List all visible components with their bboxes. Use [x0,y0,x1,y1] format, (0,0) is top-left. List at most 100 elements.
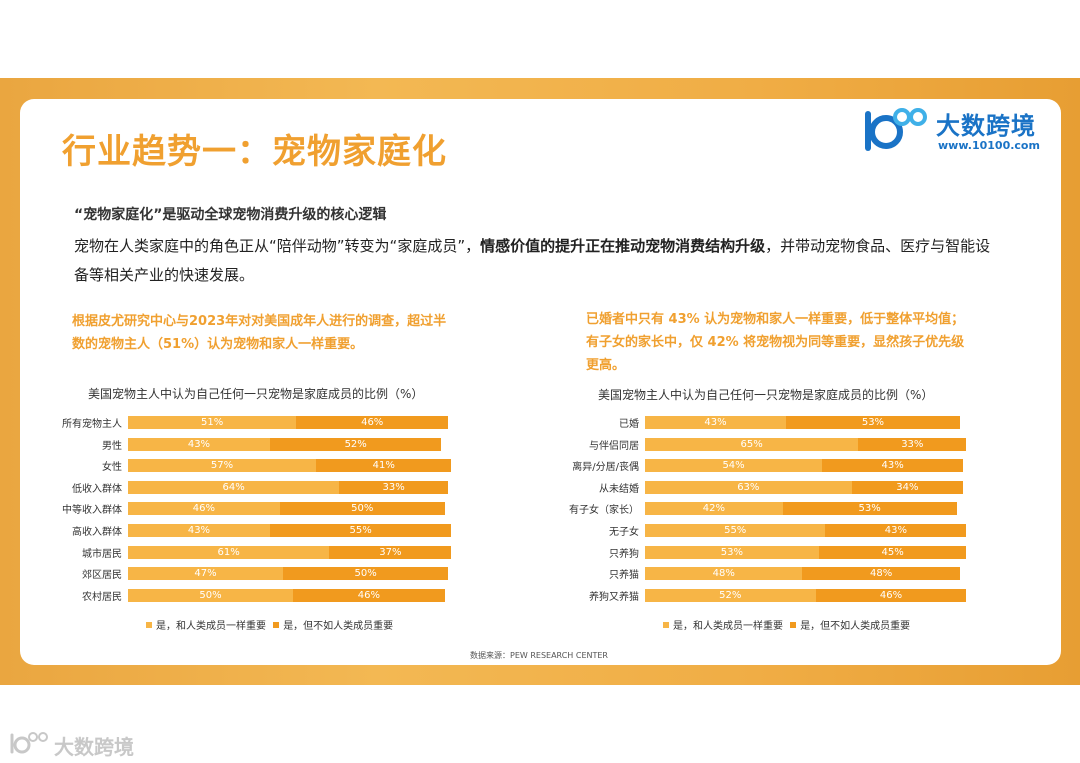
category-label: 只养狗 [609,548,639,560]
category-label: 离异/分居/丧偶 [572,462,639,474]
bar-value-label: 55% [724,525,747,536]
bar-value-label: 47% [194,568,217,580]
bar-row: 中等收入群体 46% 50% [62,502,458,516]
bar-segment-series1: 64% [128,480,340,494]
bar-row: 郊区居民 47% 50% [82,567,458,581]
bar-value-label: 50% [199,589,222,601]
legend-label-series1: 是，和人类成员一样重要 [156,621,266,632]
bar-value-label: 33% [382,481,405,493]
bar-value-label: 52% [719,589,742,601]
bar-value-label: 63% [737,481,760,493]
bar-segment-series2: 50% [283,567,449,581]
bar-value-label: 50% [354,568,377,580]
category-label: 只养猫 [609,570,639,582]
bar-segment-series1: 55% [645,524,826,537]
category-label: 所有宠物主人 [62,419,122,430]
bar-segment-series2: 50% [279,502,445,516]
bar-segment-series2: 41% [316,459,452,473]
bar-segment-series2: 52% [269,437,442,451]
bar-segment-series1: 43% [128,437,270,451]
bar-segment-series1: 57% [128,459,317,473]
bar-segment-series2: 53% [786,416,960,429]
right-chart-title: 美国宠物主人中认为自己任何一只宠物是家庭成员的比例（%） [598,388,934,402]
left-chart-title: 美国宠物主人中认为自己任何一只宠物是家庭成员的比例（%） [88,387,424,401]
category-label: 无子女 [609,527,639,538]
legend-swatch-series2 [273,622,280,628]
intro-text-bold: 情感价值的提升正在推动宠物消费结构升级 [480,237,766,255]
bar-row: 所有宠物主人 51% 46% [62,416,458,430]
bar-segment-series1: 43% [128,524,270,537]
bar-segment-series1: 46% [128,502,280,516]
bar-segment-series1: 42% [645,502,783,516]
category-label: 有子女（家长） [569,505,639,517]
bar-segment-series1: 54% [645,459,823,473]
bar-segment-series2: 53% [782,502,957,516]
bar-row: 农村居民 50% 46% [82,588,458,603]
bar-value-label: 46% [192,503,216,515]
bar-segment-series2: 43% [822,459,964,473]
bar-segment-series1: 65% [645,437,859,451]
bar-value-label: 46% [361,417,384,428]
bar-value-label: 43% [881,460,904,472]
category-label: 郊区居民 [82,570,122,582]
bar-segment-series1: 63% [645,480,852,494]
right-chart-legend: 是，和人类成员一样重要 是，但不如人类成员重要 [663,617,914,632]
bar-value-label: 57% [210,460,234,472]
bar-value-label: 52% [344,438,367,450]
category-label: 女性 [102,462,122,474]
legend-label-series2: 是，但不如人类成员重要 [800,621,911,632]
bar-value-label: 53% [720,546,744,558]
bar-row: 离异/分居/丧偶 54% 43% [572,459,973,473]
right-chart-note: 已婚者中只有 43% 认为宠物和家人一样重要，低于整体平均值；有子女的家长中，仅… [586,312,965,373]
bar-value-label: 33% [901,438,924,450]
bar-value-label: 53% [858,503,881,515]
bar-segment-series2: 33% [858,437,967,451]
bar-segment-series2: 34% [851,480,964,494]
data-source: 数据来源：PEW RESEARCH CENTER [470,651,608,660]
bar-segment-series1: 47% [128,567,284,581]
bar-value-label: 64% [222,481,245,493]
bar-value-label: 43% [187,525,211,536]
bar-value-label: 50% [351,503,374,515]
bar-value-label: 46% [357,589,381,601]
category-label: 与伴侣同居 [589,440,639,452]
bar-segment-series2: 46% [293,588,445,602]
legend-swatch-series1 [663,622,669,628]
left-stacked-bar-chart: 所有宠物主人 51% 46% 男性 43% 52% 女性 57% 41% 低收入群体 64% 33% 中… [62,416,458,610]
watermark-text: 大数跨境 [54,735,134,759]
bar-row: 已婚 43% 53% [619,416,973,430]
bar-segment-series2: 33% [339,480,449,494]
bar-value-label: 43% [187,438,211,450]
bar-segment-series2: 45% [818,545,967,559]
bar-row: 从未结婚 63% 34% [599,480,973,495]
legend-label-series2: 是，但不如人类成员重要 [283,621,394,632]
bar-value-label: 48% [870,568,893,580]
logo-brand-name: 大数跨境 [936,112,1036,140]
bar-segment-series1: 43% [645,416,787,429]
category-label: 农村居民 [82,591,122,603]
bar-row: 男性 43% 52% [102,437,458,452]
category-label: 从未结婚 [599,483,639,495]
bar-row: 城市居民 61% 37% [82,545,458,560]
bar-value-label: 53% [861,417,885,428]
bar-value-label: 43% [884,525,908,536]
bar-segment-series1: 52% [645,588,816,602]
bar-value-label: 37% [379,546,402,558]
bar-segment-series2: 55% [269,524,452,537]
bar-value-label: 65% [740,438,763,450]
category-label: 中等收入群体 [62,505,122,517]
legend-swatch-series2 [790,622,797,628]
page-title: 行业趋势一：宠物家庭化 [62,132,447,172]
bar-row: 只养猫 48% 48% [609,567,973,581]
bar-segment-series1: 50% [128,588,293,602]
category-label: 高收入群体 [72,527,122,538]
bar-segment-series2: 48% [802,567,960,581]
logo-url: www.10100.com [938,139,1040,152]
intro-text-2: ，并带动宠物食品、医疗与智能设备等相关产业的快速发展。 [74,237,991,284]
bar-row: 只养狗 53% 45% [609,545,973,560]
brand-logo: 大数跨境 www.10100.com [862,104,1052,156]
bar-row: 养狗又养猫 52% 46% [589,588,973,603]
bar-segment-series1: 51% [128,416,297,429]
category-label: 养狗又养猫 [589,591,639,603]
intro-paragraph: 宠物在人类家庭中的角色正从“陪伴动物”转变为“家庭成员”，情感价值的提升正在推动… [74,232,994,290]
